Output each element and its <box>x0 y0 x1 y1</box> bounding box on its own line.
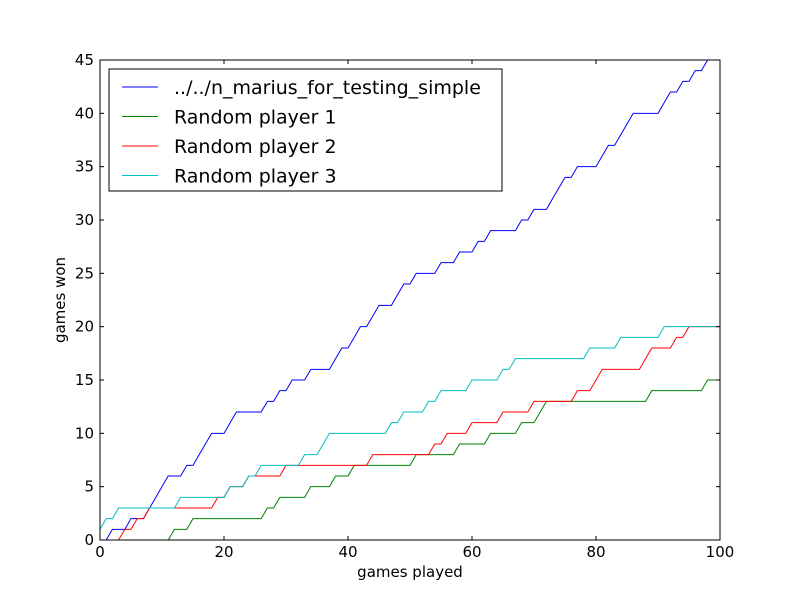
y-tick-label: 45 <box>75 51 94 69</box>
x-tick-label: 100 <box>706 543 735 561</box>
legend-label-4: Random player 3 <box>174 166 337 188</box>
series-line-1 <box>100 59 720 541</box>
legend-label-1: ../../n_marius_for_testing_simple <box>174 77 481 99</box>
legend-label-2: Random player 1 <box>174 107 337 129</box>
y-tick-label: 0 <box>84 531 94 549</box>
series-layer <box>99 59 720 541</box>
axes-frame <box>99 59 721 541</box>
tick-layer: 0 20 40 60 80 100 0 5 10 15 20 25 30 35 40 45 <box>75 51 734 561</box>
series-line-4 <box>99 326 720 530</box>
x-tick-label: 40 <box>338 543 357 561</box>
series-line-2 <box>100 379 720 541</box>
legend: ../../n_marius_for_testing_simple Random … <box>108 68 503 192</box>
x-axis-title: games played <box>357 563 463 581</box>
y-tick-label: 35 <box>75 158 94 176</box>
y-tick-label: 15 <box>75 371 94 389</box>
y-tick-label: 10 <box>75 424 94 442</box>
y-axis-title: games won <box>51 257 69 343</box>
legend-label-3: Random player 2 <box>174 136 337 158</box>
y-tick-label: 40 <box>75 104 94 122</box>
y-tick-label: 5 <box>84 478 94 496</box>
series-line-3 <box>100 326 720 541</box>
y-tick-label: 30 <box>75 211 94 229</box>
x-tick-label: 60 <box>462 543 481 561</box>
y-tick-label: 25 <box>75 264 94 282</box>
y-tick-label: 20 <box>75 318 94 336</box>
x-tick-label: 0 <box>95 543 105 561</box>
x-tick-label: 80 <box>586 543 605 561</box>
x-tick-label: 20 <box>214 543 233 561</box>
legend-frame <box>108 68 503 192</box>
legend-entries: ../../n_marius_for_testing_simple Random … <box>122 77 481 188</box>
